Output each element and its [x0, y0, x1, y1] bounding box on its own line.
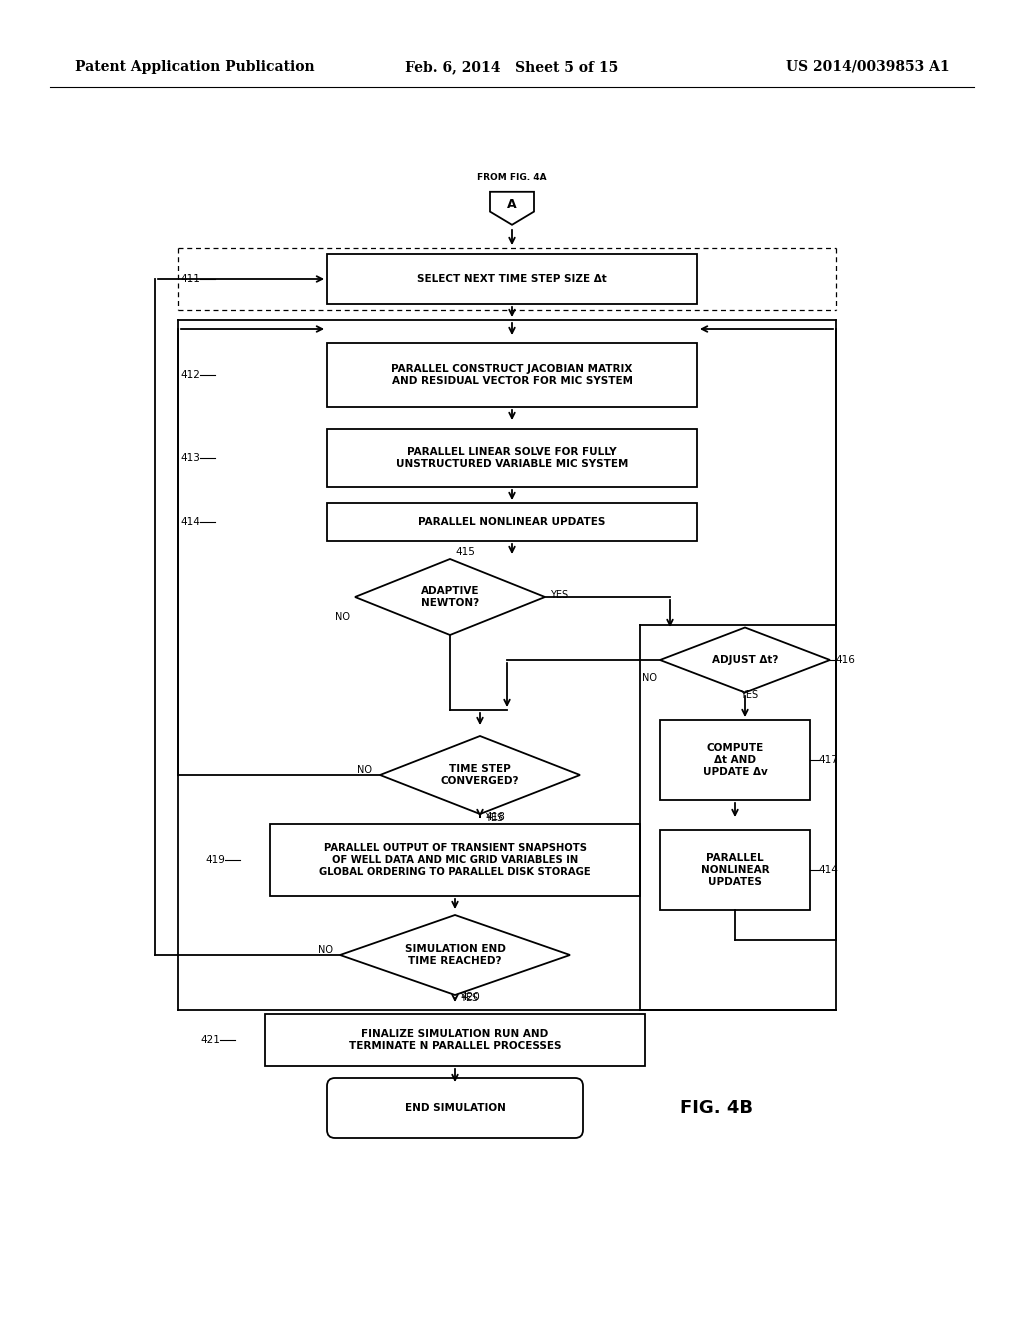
Text: 414: 414	[180, 517, 200, 527]
Text: ADJUST Δt?: ADJUST Δt?	[712, 655, 778, 665]
Text: FINALIZE SIMULATION RUN AND
TERMINATE N PARALLEL PROCESSES: FINALIZE SIMULATION RUN AND TERMINATE N …	[349, 1030, 561, 1051]
FancyBboxPatch shape	[327, 253, 697, 304]
Text: END SIMULATION: END SIMULATION	[404, 1104, 506, 1113]
Polygon shape	[355, 558, 545, 635]
FancyBboxPatch shape	[270, 824, 640, 896]
Text: 420: 420	[460, 993, 480, 1002]
Text: Feb. 6, 2014   Sheet 5 of 15: Feb. 6, 2014 Sheet 5 of 15	[406, 59, 618, 74]
Text: ADAPTIVE
NEWTON?: ADAPTIVE NEWTON?	[421, 586, 479, 607]
Text: FROM FIG. 4A: FROM FIG. 4A	[477, 173, 547, 182]
Text: YES: YES	[740, 690, 758, 700]
Text: NO: NO	[335, 612, 350, 622]
Text: 413: 413	[180, 453, 200, 463]
FancyBboxPatch shape	[327, 429, 697, 487]
Text: YES: YES	[485, 813, 503, 822]
Text: PARALLEL CONSTRUCT JACOBIAN MATRIX
AND RESIDUAL VECTOR FOR MIC SYSTEM: PARALLEL CONSTRUCT JACOBIAN MATRIX AND R…	[391, 364, 633, 385]
FancyBboxPatch shape	[660, 719, 810, 800]
Text: Patent Application Publication: Patent Application Publication	[75, 59, 314, 74]
Text: FIG. 4B: FIG. 4B	[680, 1100, 753, 1117]
FancyBboxPatch shape	[327, 1078, 583, 1138]
Text: US 2014/0039853 A1: US 2014/0039853 A1	[786, 59, 950, 74]
Polygon shape	[660, 627, 830, 693]
Text: 416: 416	[835, 655, 855, 665]
Text: PARALLEL NONLINEAR UPDATES: PARALLEL NONLINEAR UPDATES	[419, 517, 605, 527]
Text: PARALLEL LINEAR SOLVE FOR FULLY
UNSTRUCTURED VARIABLE MIC SYSTEM: PARALLEL LINEAR SOLVE FOR FULLY UNSTRUCT…	[396, 447, 628, 469]
Text: 411: 411	[180, 275, 200, 284]
Text: 418: 418	[485, 812, 505, 822]
Text: YES: YES	[550, 590, 568, 601]
Text: NO: NO	[357, 766, 372, 775]
Text: YES: YES	[460, 993, 478, 1003]
FancyBboxPatch shape	[327, 343, 697, 407]
Text: A: A	[507, 198, 517, 211]
Text: SIMULATION END
TIME REACHED?: SIMULATION END TIME REACHED?	[404, 944, 506, 966]
FancyBboxPatch shape	[327, 503, 697, 541]
Text: PARALLEL OUTPUT OF TRANSIENT SNAPSHOTS
OF WELL DATA AND MIC GRID VARIABLES IN
GL: PARALLEL OUTPUT OF TRANSIENT SNAPSHOTS O…	[319, 843, 591, 876]
Text: PARALLEL
NONLINEAR
UPDATES: PARALLEL NONLINEAR UPDATES	[700, 854, 769, 887]
Text: 414: 414	[818, 865, 838, 875]
FancyBboxPatch shape	[660, 830, 810, 909]
Text: 417: 417	[818, 755, 838, 766]
Text: 412: 412	[180, 370, 200, 380]
Text: 421: 421	[200, 1035, 220, 1045]
FancyBboxPatch shape	[265, 1014, 645, 1067]
Polygon shape	[340, 915, 570, 995]
Text: NO: NO	[642, 673, 657, 682]
Text: 419: 419	[205, 855, 225, 865]
Text: COMPUTE
Δt AND
UPDATE Δv: COMPUTE Δt AND UPDATE Δv	[702, 743, 767, 776]
Text: TIME STEP
CONVERGED?: TIME STEP CONVERGED?	[440, 764, 519, 785]
Text: 415: 415	[455, 546, 475, 557]
Polygon shape	[380, 737, 580, 814]
Text: SELECT NEXT TIME STEP SIZE Δt: SELECT NEXT TIME STEP SIZE Δt	[417, 275, 607, 284]
Polygon shape	[490, 191, 534, 224]
Text: NO: NO	[318, 945, 333, 954]
